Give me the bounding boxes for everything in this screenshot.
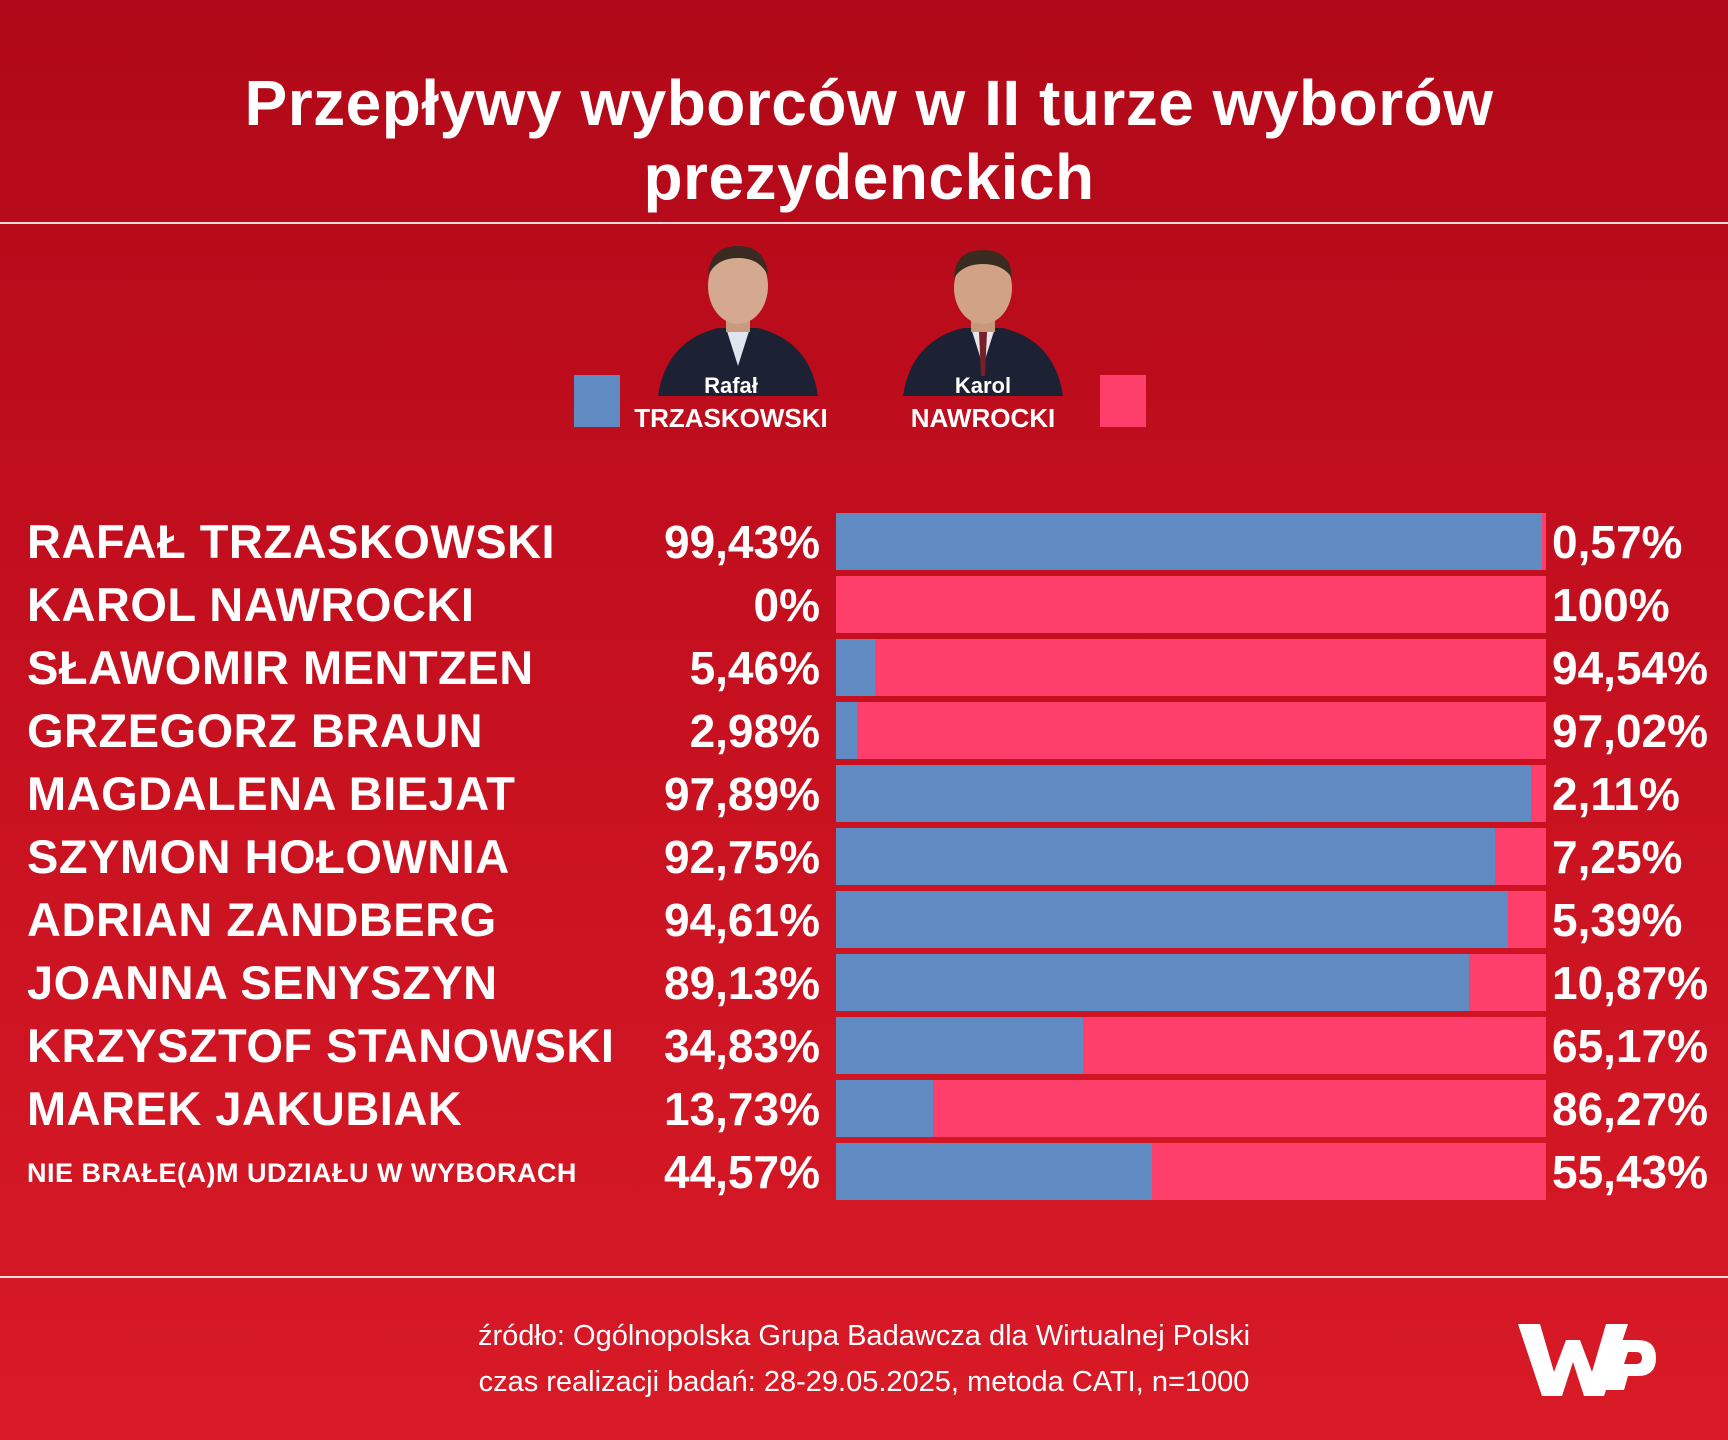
bar-nawrocki [836,513,1546,570]
pct-trzaskowski-label: 34,83% [663,1020,820,1072]
pct-trzaskowski-label: 13,73% [663,1083,820,1135]
bar-trzaskowski [836,891,1508,948]
source-line: źródło: Ogólnopolska Grupa Badawcza dla … [477,1320,1251,1352]
pct-nawrocki-label: 65,17% [1552,1020,1709,1072]
row-label: NIE BRAŁE(A)M UDZIAŁU W WYBORACH [27,1158,577,1188]
row-label: MAGDALENA BIEJAT [27,767,516,820]
bar-trzaskowski [836,639,875,696]
bar-trzaskowski [836,513,1542,570]
bar-trzaskowski [836,702,858,759]
bar-trzaskowski [836,1080,934,1137]
footer-divider [0,1276,1728,1278]
pct-nawrocki-label: 94,54% [1552,642,1709,694]
row-label: KRZYSZTOF STANOWSKI [27,1019,615,1072]
portrait-trzaskowski [658,246,818,396]
pct-nawrocki-label: 10,87% [1552,957,1709,1009]
row-label: GRZEGORZ BRAUN [27,704,484,757]
row-label: ADRIAN ZANDBERG [27,893,497,946]
pct-nawrocki-label: 5,39% [1552,894,1683,946]
bar-nawrocki [836,1080,1546,1137]
row-label: SŁAWOMIR MENTZEN [27,641,534,694]
bar-trzaskowski [836,954,1469,1011]
bar-nawrocki [836,954,1546,1011]
pct-trzaskowski-label: 0% [753,579,820,631]
row-label: RAFAŁ TRZASKOWSKI [27,515,556,568]
legend-first-name-trzaskowski: Rafał [704,373,758,398]
pct-trzaskowski-label: 89,13% [663,957,820,1009]
bar-nawrocki [836,1017,1546,1074]
bar-trzaskowski [836,1017,1084,1074]
row-label: MAREK JAKUBIAK [27,1082,463,1135]
bar-nawrocki [836,702,1546,759]
row-label: KAROL NAWROCKI [27,578,475,631]
legend-first-name-nawrocki: Karol [954,373,1012,398]
bar-nawrocki [836,828,1546,885]
pct-trzaskowski-label: 97,89% [663,768,820,820]
wp-logo [1518,1324,1656,1396]
pct-nawrocki-label: 2,11% [1552,768,1680,820]
chart-title: Przepływy wyborców w II turze wyborów pr… [244,67,1494,213]
legend-swatch-trzaskowski [574,375,620,427]
portrait-nawrocki [903,250,1063,396]
row-label: SZYMON HOŁOWNIA [27,830,510,883]
bar-nawrocki [836,576,1546,633]
bar-nawrocki [836,765,1546,822]
bar-nawrocki [836,891,1546,948]
bar-nawrocki [836,1143,1546,1200]
pct-trzaskowski-label: 5,46% [689,642,820,694]
methodology-line: czas realizacji badań: 28-29.05.2025, me… [478,1366,1250,1398]
row-label: JOANNA SENYSZYN [27,956,498,1009]
header-divider [0,222,1728,224]
bar-trzaskowski [836,828,1495,885]
pct-nawrocki-label: 55,43% [1552,1146,1709,1198]
pct-trzaskowski-label: 2,98% [689,705,820,757]
pct-trzaskowski-label: 94,61% [663,894,820,946]
pct-nawrocki-label: 7,25% [1552,831,1683,883]
bar-trzaskowski [836,765,1532,822]
bar-trzaskowski [836,1143,1153,1200]
legend-swatch-nawrocki [1100,375,1146,427]
pct-trzaskowski-label: 44,57% [663,1146,820,1198]
legend-last-name-nawrocki: NAWROCKI [910,403,1056,433]
pct-nawrocki-label: 86,27% [1552,1083,1709,1135]
pct-nawrocki-label: 97,02% [1552,705,1709,757]
legend-last-name-trzaskowski: TRZASKOWSKI [634,403,828,433]
bar-nawrocki [836,639,1546,696]
pct-trzaskowski-label: 99,43% [663,516,820,568]
pct-nawrocki-label: 100% [1552,579,1670,631]
pct-trzaskowski-label: 92,75% [663,831,820,883]
pct-nawrocki-label: 0,57% [1552,516,1683,568]
